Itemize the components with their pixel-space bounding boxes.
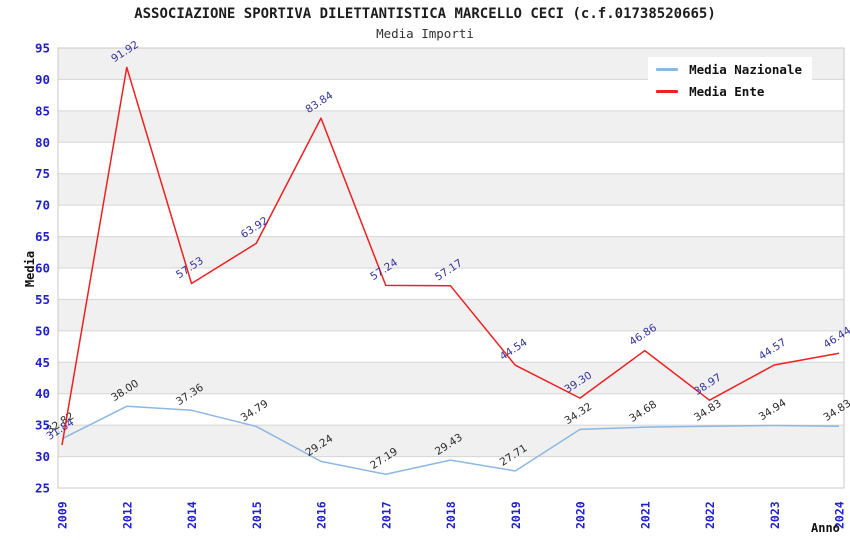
svg-text:85: 85 bbox=[35, 103, 50, 118]
svg-text:44.54: 44.54 bbox=[498, 336, 530, 363]
legend-swatch-media-nazionale bbox=[656, 67, 679, 71]
legend: Media Nazionale Media Ente bbox=[648, 57, 812, 103]
series-line-0 bbox=[61, 405, 840, 475]
svg-text:90: 90 bbox=[35, 72, 50, 87]
y-axis-ticks: 25 30 35 40 45 50 55 60 65 70 75 80 85 90 95 bbox=[35, 41, 50, 496]
legend-item-media-ente: Media Ente bbox=[656, 83, 802, 99]
svg-text:25: 25 bbox=[35, 481, 50, 496]
svg-text:45: 45 bbox=[35, 355, 50, 370]
svg-text:75: 75 bbox=[35, 166, 50, 181]
svg-text:34.94: 34.94 bbox=[757, 397, 789, 424]
plot-bands bbox=[58, 48, 844, 457]
chart-title: ASSOCIAZIONE SPORTIVA DILETTANTISTICA MA… bbox=[134, 6, 716, 22]
svg-text:34.32: 34.32 bbox=[562, 401, 594, 427]
svg-text:55: 55 bbox=[35, 292, 50, 307]
svg-text:35: 35 bbox=[35, 418, 50, 433]
svg-text:50: 50 bbox=[35, 323, 50, 338]
svg-text:65: 65 bbox=[35, 229, 50, 244]
plot-border bbox=[57, 47, 845, 489]
svg-text:2019: 2019 bbox=[509, 501, 523, 529]
svg-text:2016: 2016 bbox=[315, 501, 329, 529]
svg-text:95: 95 bbox=[35, 41, 50, 56]
svg-text:2017: 2017 bbox=[379, 501, 393, 529]
svg-text:2023: 2023 bbox=[768, 501, 782, 529]
svg-text:34.68: 34.68 bbox=[627, 398, 659, 424]
svg-text:44.57: 44.57 bbox=[757, 336, 789, 362]
svg-text:2024: 2024 bbox=[833, 501, 847, 529]
y-axis-title: Media bbox=[23, 250, 38, 288]
svg-text:80: 80 bbox=[35, 135, 50, 150]
legend-item-media-nazionale: Media Nazionale bbox=[656, 61, 802, 77]
svg-text:34.79: 34.79 bbox=[239, 398, 271, 424]
svg-text:60: 60 bbox=[35, 261, 50, 276]
svg-text:34.83: 34.83 bbox=[821, 397, 850, 423]
svg-text:2012: 2012 bbox=[120, 501, 134, 529]
legend-swatch-media-ente bbox=[656, 89, 679, 93]
svg-text:2018: 2018 bbox=[444, 501, 458, 529]
svg-text:2014: 2014 bbox=[185, 501, 199, 529]
svg-text:2021: 2021 bbox=[638, 501, 652, 529]
x-axis-title: Anno bbox=[811, 521, 840, 535]
chart-subtitle: Media Importi bbox=[376, 26, 474, 41]
svg-text:70: 70 bbox=[35, 198, 50, 213]
x-axis-ticks: 2009 2012 2014 2015 2016 2017 2018 2019 2020 2021… bbox=[56, 501, 847, 529]
svg-text:2009: 2009 bbox=[56, 501, 70, 529]
legend-label-media-ente: Media Ente bbox=[689, 83, 765, 99]
legend-label-media-nazionale: Media Nazionale bbox=[689, 61, 802, 77]
svg-text:40: 40 bbox=[35, 386, 50, 401]
svg-text:2015: 2015 bbox=[250, 501, 264, 529]
svg-text:30: 30 bbox=[35, 449, 50, 464]
svg-text:2020: 2020 bbox=[574, 501, 588, 529]
series-line-1 bbox=[61, 66, 840, 446]
svg-text:2022: 2022 bbox=[703, 501, 717, 529]
svg-text:34.83: 34.83 bbox=[692, 397, 724, 423]
